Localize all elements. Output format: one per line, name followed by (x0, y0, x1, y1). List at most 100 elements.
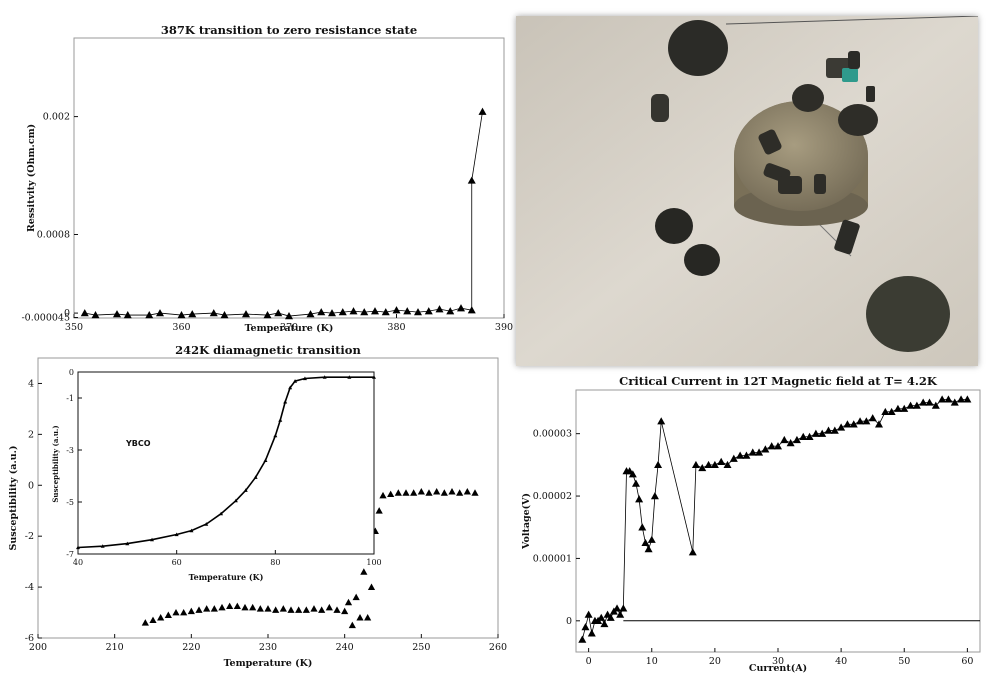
data-point (456, 489, 464, 496)
data-point (471, 489, 479, 496)
sample-pellet (834, 219, 860, 255)
inset-data-point (125, 541, 130, 546)
data-point (957, 395, 966, 403)
sample-disc-large (866, 276, 950, 352)
x-tick-label: 60 (172, 558, 182, 567)
data-point (218, 603, 226, 611)
data-point (616, 610, 625, 618)
data-point (287, 606, 295, 613)
data-point (379, 491, 387, 499)
data-point (318, 606, 326, 613)
data-point (156, 309, 164, 317)
data-point (424, 307, 433, 315)
data-point (578, 635, 587, 643)
data-point (761, 445, 770, 453)
data-point (631, 479, 640, 487)
data-point (177, 311, 186, 319)
x-tick-label: 40 (835, 656, 847, 667)
x-axis-label: Current(A) (749, 663, 807, 674)
y-tick-label: 0 (566, 616, 572, 627)
inset-frame (77, 371, 375, 555)
sample-disc (838, 104, 878, 136)
data-point (272, 606, 280, 613)
data-point (364, 614, 372, 621)
data-point (425, 489, 433, 496)
critical-current-chart: Critical Current in 12T Magnetic field a… (515, 368, 1000, 679)
sample-pellet (758, 129, 782, 155)
data-point (849, 420, 858, 428)
x-tick-label: 10 (646, 656, 658, 667)
data-point (349, 307, 358, 315)
data-point (729, 454, 738, 462)
data-point (209, 309, 218, 317)
data-point (641, 538, 650, 547)
inset-data-point (76, 545, 80, 550)
data-point (963, 395, 972, 403)
x-tick-label: 240 (336, 642, 354, 653)
y-tick-label: 0 (69, 368, 74, 377)
data-point (392, 306, 401, 314)
data-point (635, 495, 644, 503)
data-point (654, 460, 663, 469)
x-tick-label: 250 (412, 642, 430, 653)
data-point (600, 619, 609, 628)
sample-pellet (848, 51, 860, 69)
data-point (91, 311, 100, 319)
x-tick-label: 370 (280, 322, 298, 333)
data-point (328, 309, 336, 317)
data-point (241, 603, 249, 611)
critical-current-chart-svg: Critical Current in 12T Magnetic field a… (521, 374, 981, 674)
data-point (80, 309, 89, 317)
series-line (581, 398, 968, 640)
data-point (348, 621, 356, 629)
inset-y-axis-label: Susceptibility (a.u.) (51, 425, 60, 502)
susceptibility-chart: 242K diamagnetic transition Temperature … (0, 340, 515, 679)
data-point (172, 608, 180, 616)
data-point (467, 176, 476, 184)
data-point (123, 311, 132, 319)
data-point (688, 548, 697, 556)
data-point (717, 457, 726, 465)
inset-data-point (347, 375, 352, 379)
chart-title: 242K diamagnetic transition (175, 343, 361, 357)
data-point (325, 603, 333, 611)
data-point (417, 488, 425, 495)
data-point (360, 308, 369, 316)
data-point (824, 426, 833, 434)
y-tick-label: 0.00003 (533, 429, 572, 440)
inset-data-point (372, 375, 376, 379)
data-point (843, 420, 852, 428)
inset-data-point (278, 418, 283, 422)
sample-disc (792, 84, 824, 112)
inset-data-point (243, 488, 248, 492)
data-point (881, 407, 890, 416)
sample-disc (668, 20, 728, 76)
inset-data-point (283, 399, 288, 404)
inset-data-point (273, 433, 278, 438)
data-point (187, 607, 195, 615)
data-point (302, 606, 310, 613)
data-point (141, 619, 149, 626)
data-point (180, 608, 188, 616)
data-point (698, 463, 707, 472)
x-tick-label: 380 (387, 322, 405, 333)
data-point (786, 439, 795, 447)
data-point (856, 417, 865, 425)
y-tick-label: -0.000045 (21, 313, 70, 324)
inset-label: YBCO (125, 439, 151, 448)
data-point (113, 310, 121, 318)
data-point (944, 395, 953, 403)
green-sample (842, 68, 858, 82)
x-tick-label: 210 (106, 642, 124, 653)
data-point (402, 489, 410, 496)
data-point (435, 305, 444, 313)
data-point (650, 492, 659, 500)
data-point (748, 448, 757, 456)
data-point (584, 610, 593, 618)
data-point (704, 460, 713, 469)
data-point (811, 429, 820, 437)
wire (725, 16, 978, 25)
data-point (931, 401, 940, 409)
data-point (912, 401, 921, 409)
data-point (919, 398, 928, 406)
